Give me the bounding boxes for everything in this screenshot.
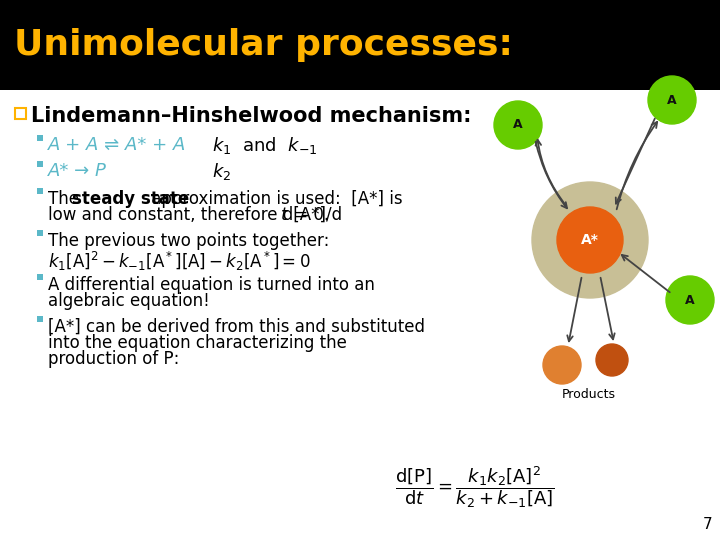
Circle shape <box>596 344 628 376</box>
Text: A: A <box>667 93 677 106</box>
Bar <box>37 188 43 194</box>
Text: $k_2$: $k_2$ <box>212 161 231 182</box>
Circle shape <box>543 346 581 384</box>
Text: A: A <box>685 294 695 307</box>
Text: A* → P: A* → P <box>48 162 107 180</box>
Text: [A*] can be derived from this and substituted: [A*] can be derived from this and substi… <box>48 318 425 336</box>
Circle shape <box>557 207 623 273</box>
Circle shape <box>648 76 696 124</box>
Text: approximation is used:  [A*] is: approximation is used: [A*] is <box>146 190 402 208</box>
Text: A: A <box>513 118 523 132</box>
Bar <box>37 316 43 322</box>
Text: The previous two points together:: The previous two points together: <box>48 232 329 250</box>
Text: Products: Products <box>562 388 616 401</box>
Text: A*: A* <box>581 233 599 247</box>
Text: low and constant, therefore d[A*]/d: low and constant, therefore d[A*]/d <box>48 206 342 224</box>
Text: A + A ⇌ A* + A: A + A ⇌ A* + A <box>48 136 186 154</box>
Text: production of P:: production of P: <box>48 350 179 368</box>
Bar <box>37 274 43 280</box>
FancyBboxPatch shape <box>0 0 720 90</box>
Bar <box>37 230 43 236</box>
Circle shape <box>532 182 648 298</box>
Text: = 0.: = 0. <box>289 206 329 224</box>
Text: Unimolecular processes:: Unimolecular processes: <box>14 28 513 62</box>
Text: t: t <box>281 206 287 224</box>
Bar <box>37 135 43 141</box>
Bar <box>37 161 43 167</box>
Text: The: The <box>48 190 84 208</box>
Text: 7: 7 <box>703 517 712 532</box>
Text: $k_1[\mathrm{A}]^2 - k_{-1}[\mathrm{A}^*][\mathrm{A}] - k_2[\mathrm{A}^*] = 0$: $k_1[\mathrm{A}]^2 - k_{-1}[\mathrm{A}^*… <box>48 250 310 273</box>
Text: into the equation characterizing the: into the equation characterizing the <box>48 334 347 352</box>
Text: A differential equation is turned into an: A differential equation is turned into a… <box>48 276 375 294</box>
Text: algebraic equation!: algebraic equation! <box>48 292 210 310</box>
Circle shape <box>666 276 714 324</box>
Bar <box>15 108 26 119</box>
Circle shape <box>494 101 542 149</box>
Text: $\dfrac{\mathrm{d[P]}}{\mathrm{d}t} = \dfrac{k_1 k_2 [\mathrm{A}]^2}{k_2 + k_{-1: $\dfrac{\mathrm{d[P]}}{\mathrm{d}t} = \d… <box>395 464 554 510</box>
Text: Lindemann–Hinshelwood mechanism:: Lindemann–Hinshelwood mechanism: <box>31 106 472 126</box>
Text: steady state: steady state <box>72 190 189 208</box>
Text: $k_1$  and  $k_{-1}$: $k_1$ and $k_{-1}$ <box>212 135 318 156</box>
